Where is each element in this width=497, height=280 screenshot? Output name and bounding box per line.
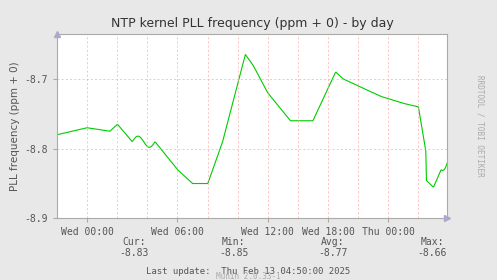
Text: -8.77: -8.77 bbox=[318, 248, 348, 258]
Y-axis label: PLL frequency (ppm + 0): PLL frequency (ppm + 0) bbox=[10, 61, 20, 191]
Text: -8.66: -8.66 bbox=[417, 248, 447, 258]
Text: Cur:: Cur: bbox=[122, 237, 146, 247]
Text: -8.85: -8.85 bbox=[219, 248, 248, 258]
Text: Last update:  Thu Feb 13 04:50:00 2025: Last update: Thu Feb 13 04:50:00 2025 bbox=[147, 267, 350, 276]
Text: Max:: Max: bbox=[420, 237, 444, 247]
Text: Munin 2.0.33-1: Munin 2.0.33-1 bbox=[216, 272, 281, 280]
Text: RRDTOOL / TOBI OETIKER: RRDTOOL / TOBI OETIKER bbox=[475, 75, 484, 177]
Text: Min:: Min: bbox=[222, 237, 246, 247]
Text: -8.83: -8.83 bbox=[119, 248, 149, 258]
Text: Avg:: Avg: bbox=[321, 237, 345, 247]
Title: NTP kernel PLL frequency (ppm + 0) - by day: NTP kernel PLL frequency (ppm + 0) - by … bbox=[111, 17, 394, 30]
